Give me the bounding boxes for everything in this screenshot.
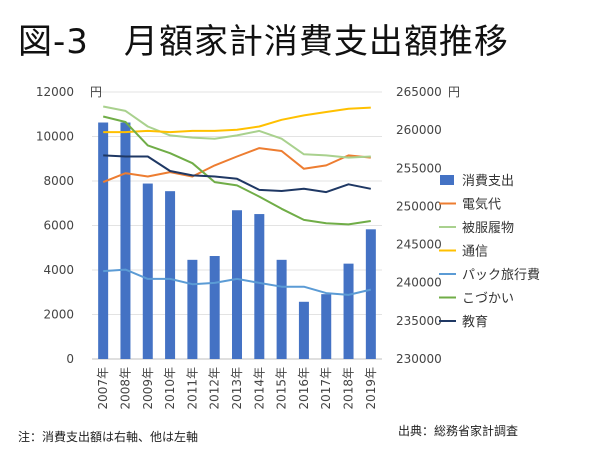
right-tick-label: 255000 [396,161,442,175]
bar-consumption [365,229,376,359]
x-tick-label: 2007年 [96,367,110,410]
left-axis: 0 2000 4000 6000 8000 10000 12000 [36,85,74,366]
series-line [103,154,371,194]
bar-consumption [98,122,109,359]
bar-consumption [321,294,332,359]
left-tick-label: 8000 [43,174,74,188]
x-tick-label: 2011年 [185,367,199,410]
x-tick-label: 2009年 [141,367,155,410]
bar-consumption [187,259,198,359]
left-tick-label: 0 [66,352,74,366]
bar-consumption [209,256,220,359]
right-tick-label: 265000 [396,85,442,99]
legend-label: 教育 [462,314,488,330]
series-line [103,105,371,159]
legend-swatch [440,175,454,185]
bar-consumption [298,301,309,359]
legend-label: 電気代 [462,197,501,213]
x-tick-label: 2017年 [319,367,333,410]
bar-consumption [142,183,153,359]
left-tick-label: 4000 [43,263,74,277]
x-tick-label: 2013年 [230,367,244,410]
lines [102,105,372,296]
right-tick-label: 235000 [396,314,442,328]
footnote: 注：消費支出額は右軸、他は左軸 [18,430,199,444]
x-tick-label: 2019年 [364,367,378,410]
left-tick-label: 6000 [43,219,74,233]
series-line [103,268,372,296]
left-tick-label: 10000 [36,130,74,144]
legend-label: 通信 [462,245,488,260]
series-line [102,115,371,226]
legend-label: 消費支出 [462,174,514,189]
x-tick-label: 2014年 [252,367,266,410]
x-tick-label: 2016年 [297,367,311,410]
bar-consumption [232,210,242,359]
bar-consumption [165,191,176,359]
x-tick-label: 2015年 [275,367,289,410]
left-tick-label: 12000 [36,85,74,99]
x-tick-label: 2008年 [118,367,132,410]
chart-title: 図-3 月額家計消費支出額推移 [18,22,509,62]
x-tick-label: 2012年 [208,367,222,410]
series-line [103,106,371,134]
bar-consumption [254,214,265,359]
series-line [102,147,371,184]
x-axis: 2007年 2008年 2009年 2010年 2011年 2012年 2013年 2014年… [96,367,378,410]
right-axis: 230000 235000 240000 245000 250000 255000 2600… [396,85,442,366]
left-tick-label: 2000 [43,308,74,322]
bar-consumption [276,259,287,359]
legend-label: 被服履物 [462,221,514,236]
right-tick-label: 250000 [396,199,442,213]
legend-label: パック旅行費 [462,268,540,283]
right-tick-label: 260000 [396,123,442,137]
right-axis-unit: 円 [448,85,460,99]
bars [98,122,376,359]
legend-label: こづかい [462,292,514,307]
right-tick-label: 230000 [396,352,442,366]
left-axis-unit: 円 [90,85,102,99]
bar-consumption [120,122,131,359]
right-tick-label: 240000 [396,276,442,290]
x-tick-label: 2018年 [342,367,356,410]
source-note: 出典：総務省家計調査 [398,424,519,438]
right-tick-label: 245000 [396,238,442,252]
x-tick-label: 2010年 [163,367,177,410]
bar-consumption [343,263,354,359]
